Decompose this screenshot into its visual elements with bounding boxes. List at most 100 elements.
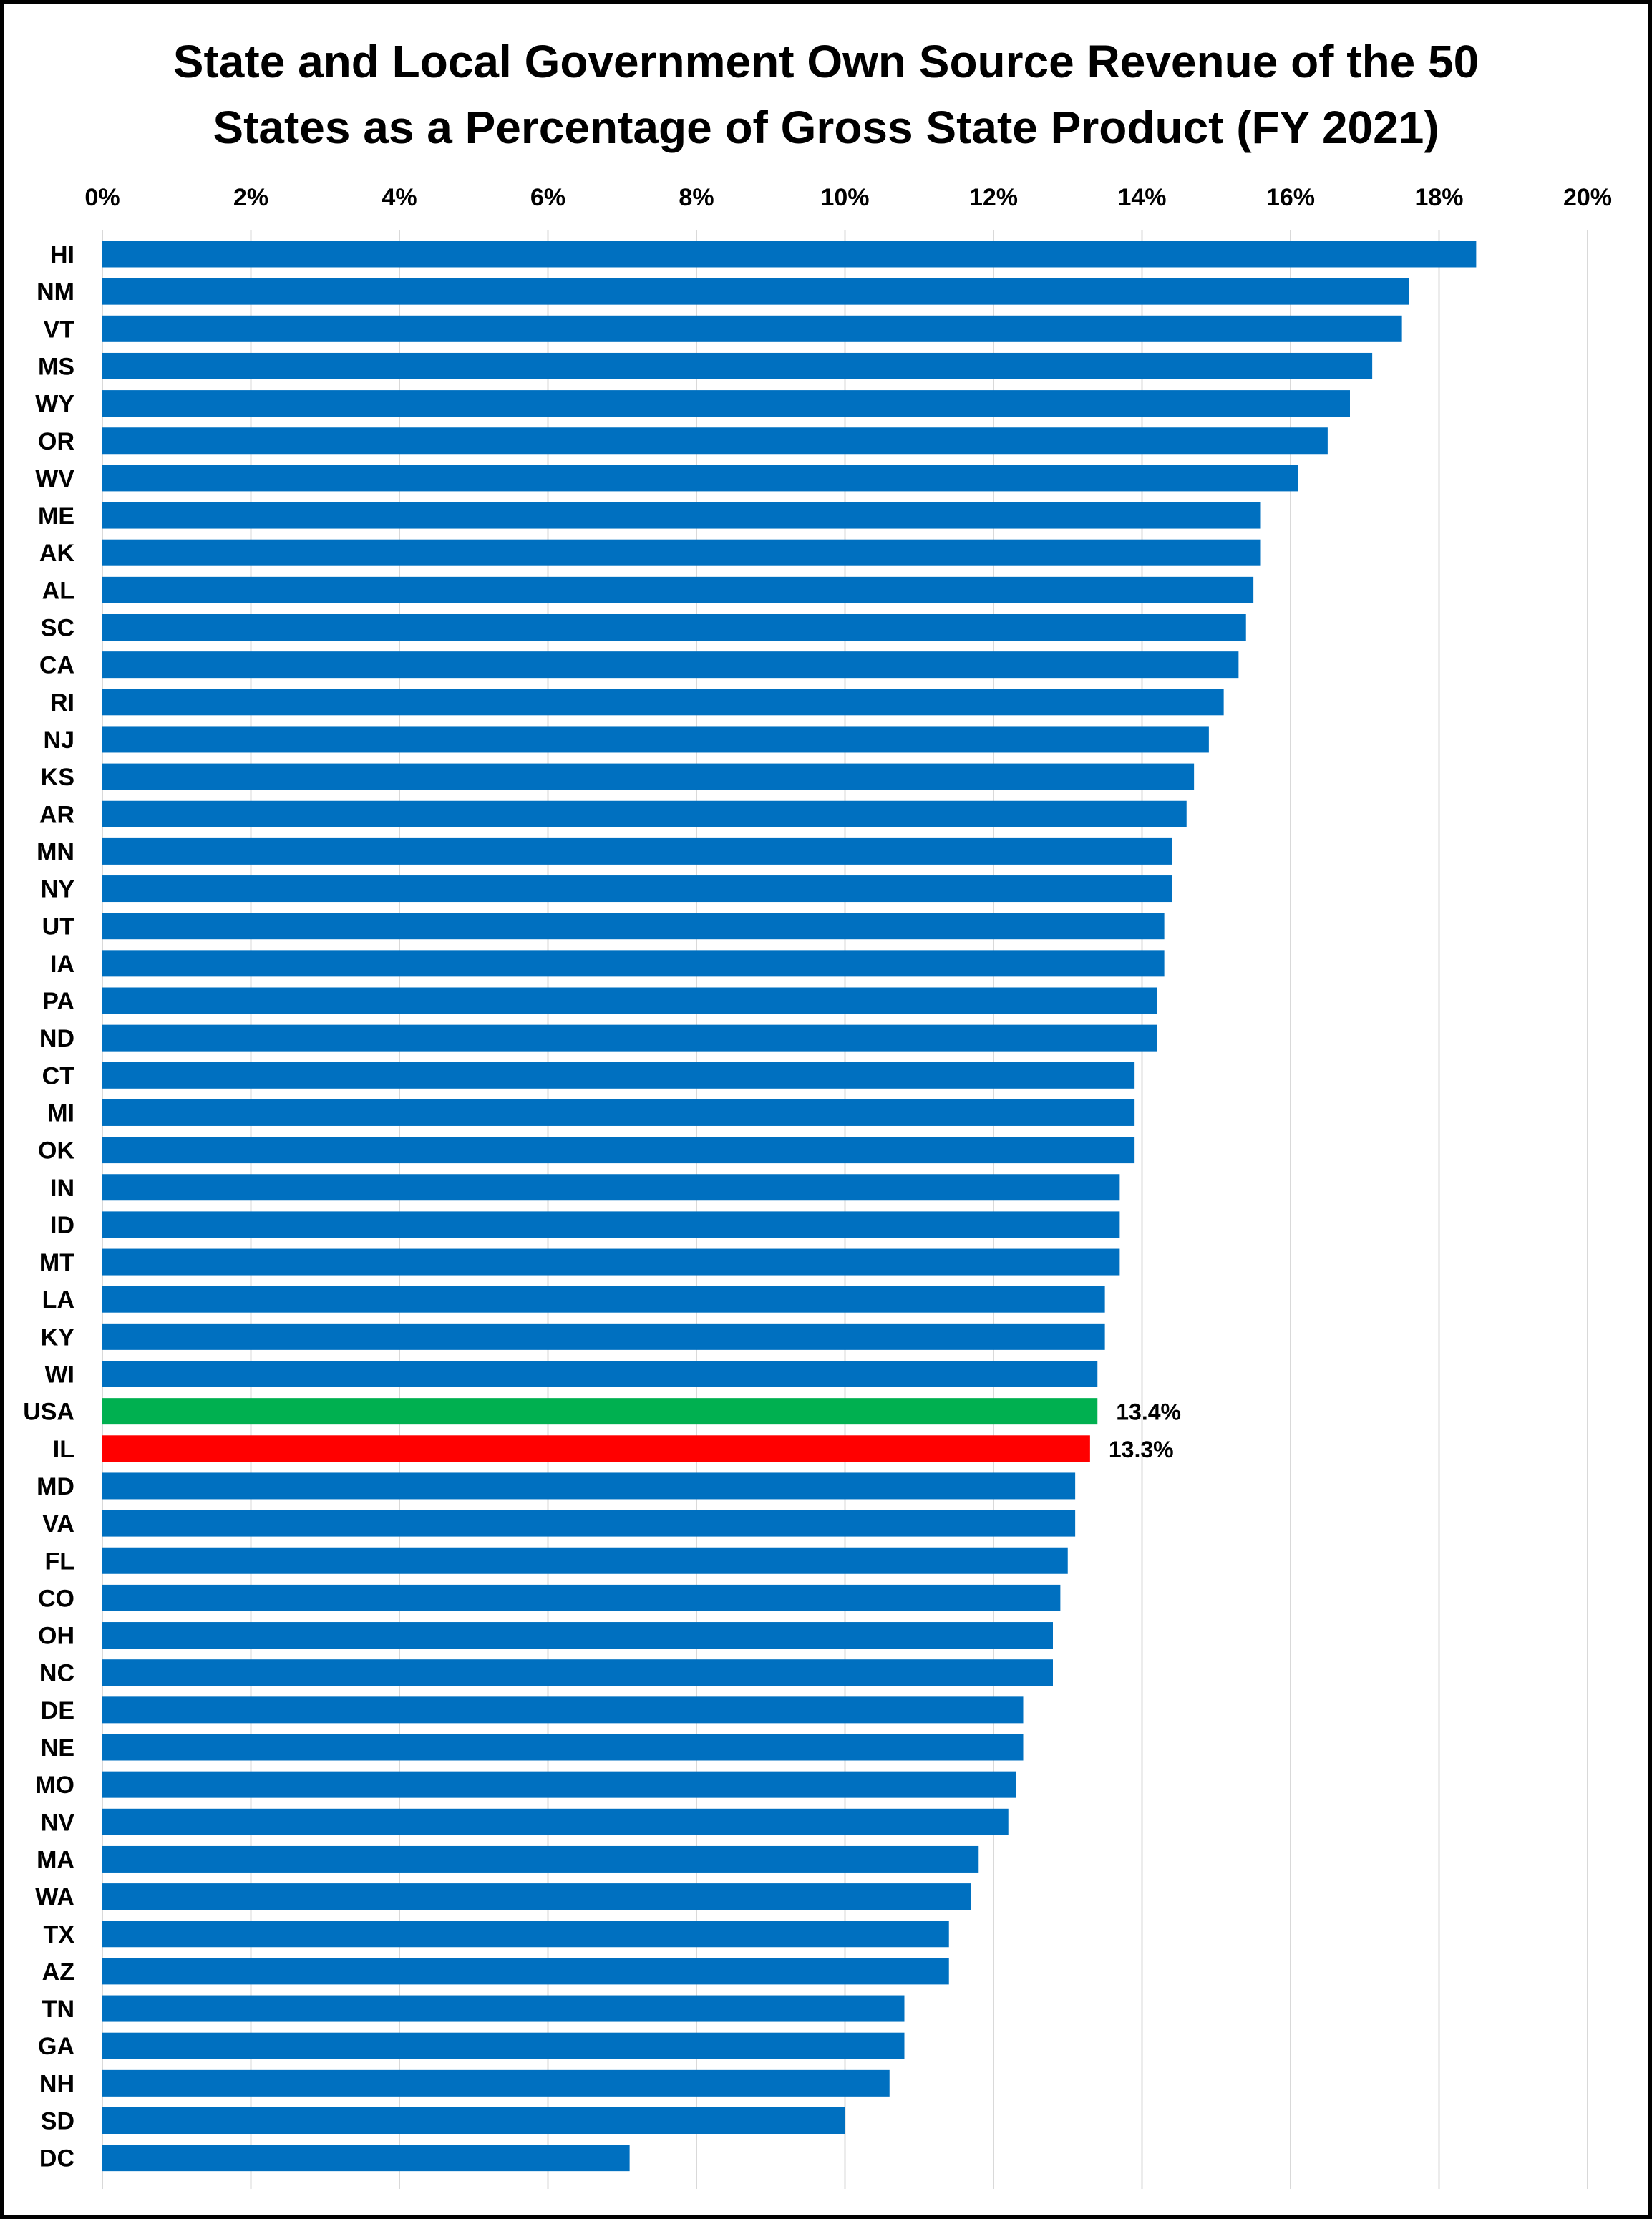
chart-title-line-1: State and Local Government Own Source Re… bbox=[173, 36, 1479, 87]
bar-wv bbox=[102, 465, 1298, 492]
bar-oh bbox=[102, 1622, 1053, 1649]
category-label-id: ID bbox=[50, 1212, 74, 1239]
category-label-hi: HI bbox=[50, 241, 74, 268]
x-tick-label: 16% bbox=[1266, 184, 1315, 211]
bar-ak bbox=[102, 539, 1261, 566]
category-label-ia: IA bbox=[50, 951, 74, 978]
x-axis-tick-labels: 0% 2% 4% 6% 8% 10% 12% 14% 16% 18% 20% bbox=[84, 184, 1612, 211]
category-label-mn: MN bbox=[37, 838, 74, 865]
bar-ma bbox=[102, 1845, 979, 1873]
category-label-fl: FL bbox=[44, 1548, 74, 1575]
bar-in bbox=[102, 1174, 1120, 1201]
category-label-nv: NV bbox=[41, 1809, 75, 1836]
bar-nj bbox=[102, 726, 1209, 753]
bar-va bbox=[102, 1510, 1076, 1537]
x-tick-label: 20% bbox=[1563, 184, 1612, 211]
chart-title: State and Local Government Own Source Re… bbox=[0, 29, 1652, 160]
category-label-nm: NM bbox=[37, 278, 74, 306]
bar-wi bbox=[102, 1361, 1098, 1387]
bar-ct bbox=[102, 1062, 1135, 1089]
category-label-sd: SD bbox=[41, 2108, 74, 2135]
x-tick-label: 2% bbox=[233, 184, 268, 211]
bar-mo bbox=[102, 1771, 1016, 1798]
category-label-wy: WY bbox=[35, 391, 74, 418]
bar-nc bbox=[102, 1659, 1053, 1686]
category-label-tn: TN bbox=[42, 1996, 74, 2023]
category-label-vt: VT bbox=[44, 316, 75, 343]
data-label-usa: 13.4% bbox=[1116, 1399, 1181, 1425]
bar-ga bbox=[102, 2032, 905, 2059]
category-label-wv: WV bbox=[35, 465, 74, 492]
category-label-or: OR bbox=[38, 428, 74, 455]
bar-mt bbox=[102, 1248, 1120, 1276]
category-label-nh: NH bbox=[39, 2070, 74, 2097]
bar-ny bbox=[102, 875, 1172, 903]
category-label-nc: NC bbox=[39, 1660, 74, 1687]
category-label-mi: MI bbox=[47, 1099, 74, 1127]
category-label-dc: DC bbox=[39, 2145, 74, 2172]
x-tick-label: 8% bbox=[679, 184, 714, 211]
x-tick-label: 14% bbox=[1117, 184, 1166, 211]
category-label-oh: OH bbox=[38, 1623, 74, 1650]
category-label-ut: UT bbox=[42, 913, 75, 941]
bar-ne bbox=[102, 1734, 1024, 1761]
bar-il bbox=[102, 1435, 1090, 1462]
category-label-nj: NJ bbox=[44, 727, 74, 754]
category-label-ky: KY bbox=[41, 1324, 75, 1351]
bar-pa bbox=[102, 987, 1157, 1014]
x-tick-label: 12% bbox=[969, 184, 1018, 211]
bar-ks bbox=[102, 763, 1195, 790]
x-tick-label: 0% bbox=[84, 184, 120, 211]
category-label-ma: MA bbox=[37, 1846, 74, 1873]
bar-al bbox=[102, 576, 1254, 603]
category-label-va: VA bbox=[42, 1510, 74, 1538]
bar-ut bbox=[102, 913, 1165, 940]
bar-me bbox=[102, 502, 1261, 529]
bar-hi bbox=[102, 241, 1477, 268]
category-label-mo: MO bbox=[35, 1772, 74, 1799]
bar-ky bbox=[102, 1323, 1105, 1350]
category-label-wa: WA bbox=[35, 1884, 74, 1911]
bar-nd bbox=[102, 1024, 1157, 1052]
category-label-md: MD bbox=[37, 1473, 74, 1500]
category-label-de: DE bbox=[41, 1697, 74, 1724]
bar-sc bbox=[102, 614, 1246, 641]
bar-wy bbox=[102, 390, 1350, 417]
category-label-ny: NY bbox=[41, 876, 75, 903]
category-label-pa: PA bbox=[42, 988, 74, 1015]
category-label-ga: GA bbox=[38, 2033, 74, 2060]
bar-ri bbox=[102, 689, 1224, 716]
bar-mi bbox=[102, 1099, 1135, 1126]
bars bbox=[102, 241, 1477, 2172]
category-label-ne: NE bbox=[41, 1734, 74, 1762]
bar-usa bbox=[102, 1398, 1098, 1425]
x-tick-label: 10% bbox=[820, 184, 869, 211]
bar-wa bbox=[102, 1883, 971, 1910]
category-label-mt: MT bbox=[39, 1249, 74, 1276]
x-tick-label: 4% bbox=[382, 184, 417, 211]
category-label-ks: KS bbox=[41, 764, 74, 791]
category-label-me: ME bbox=[38, 502, 74, 530]
bar-tx bbox=[102, 1921, 949, 1948]
bar-az bbox=[102, 1958, 949, 1985]
bar-dc bbox=[102, 2145, 630, 2172]
bar-ar bbox=[102, 800, 1187, 827]
bar-mn bbox=[102, 837, 1172, 865]
bar-de bbox=[102, 1696, 1024, 1724]
category-label-ms: MS bbox=[38, 353, 74, 380]
bar-ca bbox=[102, 651, 1239, 679]
category-label-tx: TX bbox=[44, 1921, 75, 1948]
chart-title-line-2: States as a Percentage of Gross State Pr… bbox=[213, 102, 1439, 153]
data-labels: 13.4% 13.3% bbox=[1109, 1399, 1181, 1462]
bar-nm bbox=[102, 278, 1409, 305]
bar-nh bbox=[102, 2069, 890, 2097]
category-label-az: AZ bbox=[42, 1958, 74, 1986]
category-label-ri: RI bbox=[50, 689, 74, 717]
category-label-ca: CA bbox=[39, 652, 74, 679]
bar-la bbox=[102, 1286, 1105, 1313]
category-label-al: AL bbox=[42, 577, 74, 604]
bar-ia bbox=[102, 950, 1165, 977]
category-label-usa: USA bbox=[23, 1399, 74, 1426]
bar-md bbox=[102, 1472, 1076, 1500]
